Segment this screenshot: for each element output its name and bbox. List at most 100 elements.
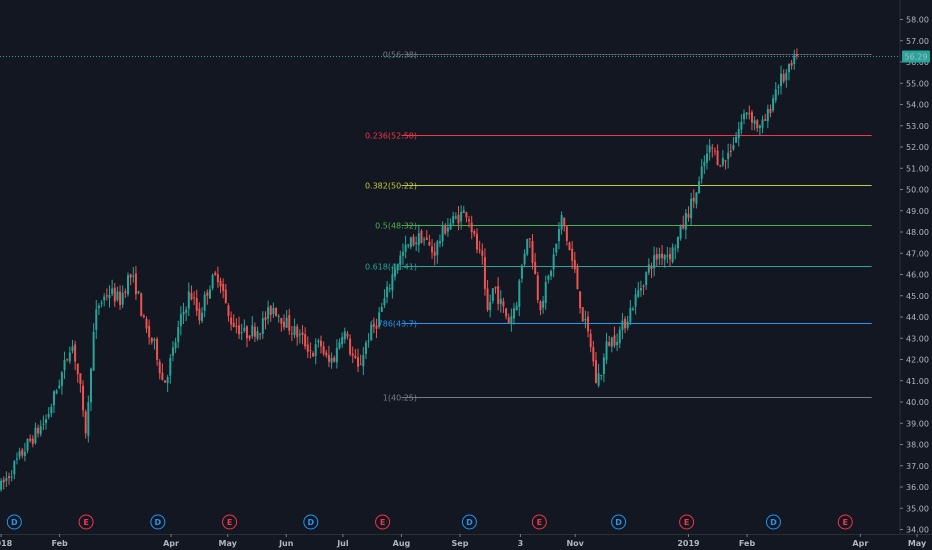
y-tick-label: 47.00: [906, 249, 929, 258]
y-tick-label: 51.00: [906, 164, 929, 173]
dividend-marker[interactable]: [765, 514, 781, 530]
candle-body: [312, 353, 315, 357]
candle-body: [248, 335, 251, 339]
dividend-marker[interactable]: [150, 514, 166, 530]
y-tick-label: 55.00: [906, 79, 929, 88]
y-tick-label: 41.00: [906, 377, 929, 386]
earnings-marker[interactable]: [375, 514, 391, 530]
candle-body: [552, 254, 555, 270]
time-axis[interactable]: 2018 Feb Apr May Jun Jul Aug Sep 3 Nov 2019 Feb Apr M…: [0, 534, 932, 548]
price-axis[interactable]: 58.0057.0056.0055.0054.0053.0052.0051.00…: [900, 16, 929, 535]
candle-body: [37, 427, 40, 434]
candle-body: [26, 438, 29, 451]
candle-body: [454, 216, 457, 219]
candle-body: [195, 298, 198, 311]
candle-body: [470, 222, 473, 233]
y-tick-label: 40.00: [906, 398, 929, 407]
candle-body: [357, 357, 360, 367]
candle-body: [433, 251, 436, 256]
candle-body: [333, 357, 336, 362]
dividend-marker[interactable]: [611, 514, 627, 530]
candle-body: [523, 253, 526, 265]
fibonacci-retracement[interactable]: 0(56.38) 0.236(52.58) 0.382(50.22) 0.5(48.3…: [365, 51, 872, 403]
y-tick-label: 58.00: [906, 16, 929, 25]
candle-body: [542, 300, 545, 308]
candle-body: [481, 250, 484, 256]
candle-body: [8, 476, 11, 479]
candle-body: [203, 294, 206, 311]
candle-body: [505, 308, 508, 317]
candle-body: [526, 238, 529, 255]
earnings-marker[interactable]: [531, 514, 547, 530]
candle-body: [613, 335, 616, 346]
candle-body: [774, 89, 777, 101]
candle-body: [198, 308, 201, 321]
candle-body: [716, 150, 719, 165]
candle-body: [449, 223, 452, 230]
candle-body: [362, 355, 365, 367]
candle-body: [261, 318, 264, 334]
candle-body: [285, 317, 288, 328]
candle-body: [724, 160, 727, 162]
candle-body: [306, 344, 309, 352]
candle-body: [706, 153, 709, 163]
dividend-marker[interactable]: [303, 514, 319, 530]
candle-body: [166, 377, 169, 384]
dividend-marker[interactable]: [6, 514, 22, 530]
candle-body: [359, 364, 362, 366]
candle-body: [140, 293, 143, 317]
candle-body: [486, 288, 489, 311]
candle-body: [637, 290, 640, 297]
candle-body: [222, 283, 225, 291]
candle-body: [119, 291, 122, 305]
candle-body: [412, 236, 415, 246]
candle-body: [713, 150, 716, 152]
candle-body: [343, 331, 346, 340]
candle-body: [394, 269, 397, 277]
candle-body: [108, 294, 111, 299]
candle-body: [668, 254, 671, 260]
candle-body: [594, 360, 597, 384]
candle-body: [661, 253, 664, 259]
candle-body: [31, 438, 34, 444]
candle-body: [750, 112, 753, 123]
candle-body: [684, 212, 687, 230]
candle-body: [171, 347, 174, 356]
candle-body: [674, 248, 677, 250]
earnings-marker-label: E: [843, 518, 848, 527]
candle-body: [404, 245, 407, 253]
candle-body: [82, 385, 85, 411]
candle-body: [536, 275, 539, 301]
dividend-marker[interactable]: [461, 514, 477, 530]
y-tick-label: 39.00: [906, 419, 929, 428]
candle-body: [732, 145, 735, 150]
candle-body: [745, 112, 748, 115]
candle-body: [193, 297, 196, 299]
earnings-marker[interactable]: [222, 514, 238, 530]
x-tick-label: 2018: [0, 539, 13, 548]
x-tick-label: 2019: [677, 539, 700, 548]
candle-body: [515, 305, 518, 311]
candle-body: [587, 316, 590, 332]
candle-body: [420, 230, 423, 244]
y-tick-label: 43.00: [906, 334, 929, 343]
candle-body: [494, 286, 497, 289]
earnings-marker[interactable]: [78, 514, 94, 530]
dividend-marker-label: D: [770, 518, 777, 527]
candle-body: [653, 255, 656, 269]
earnings-marker[interactable]: [837, 514, 853, 530]
candle-body: [499, 298, 502, 304]
candle-body: [409, 237, 412, 247]
y-tick-label: 34.00: [906, 526, 929, 535]
candle-body: [793, 55, 796, 65]
candle-body: [388, 288, 391, 290]
candle-body: [256, 331, 259, 339]
candle-body: [185, 309, 188, 313]
candle-body: [597, 373, 600, 386]
candle-body: [639, 288, 642, 291]
candle-body: [275, 307, 278, 316]
candle-body: [520, 265, 523, 279]
earnings-marker[interactable]: [679, 514, 695, 530]
